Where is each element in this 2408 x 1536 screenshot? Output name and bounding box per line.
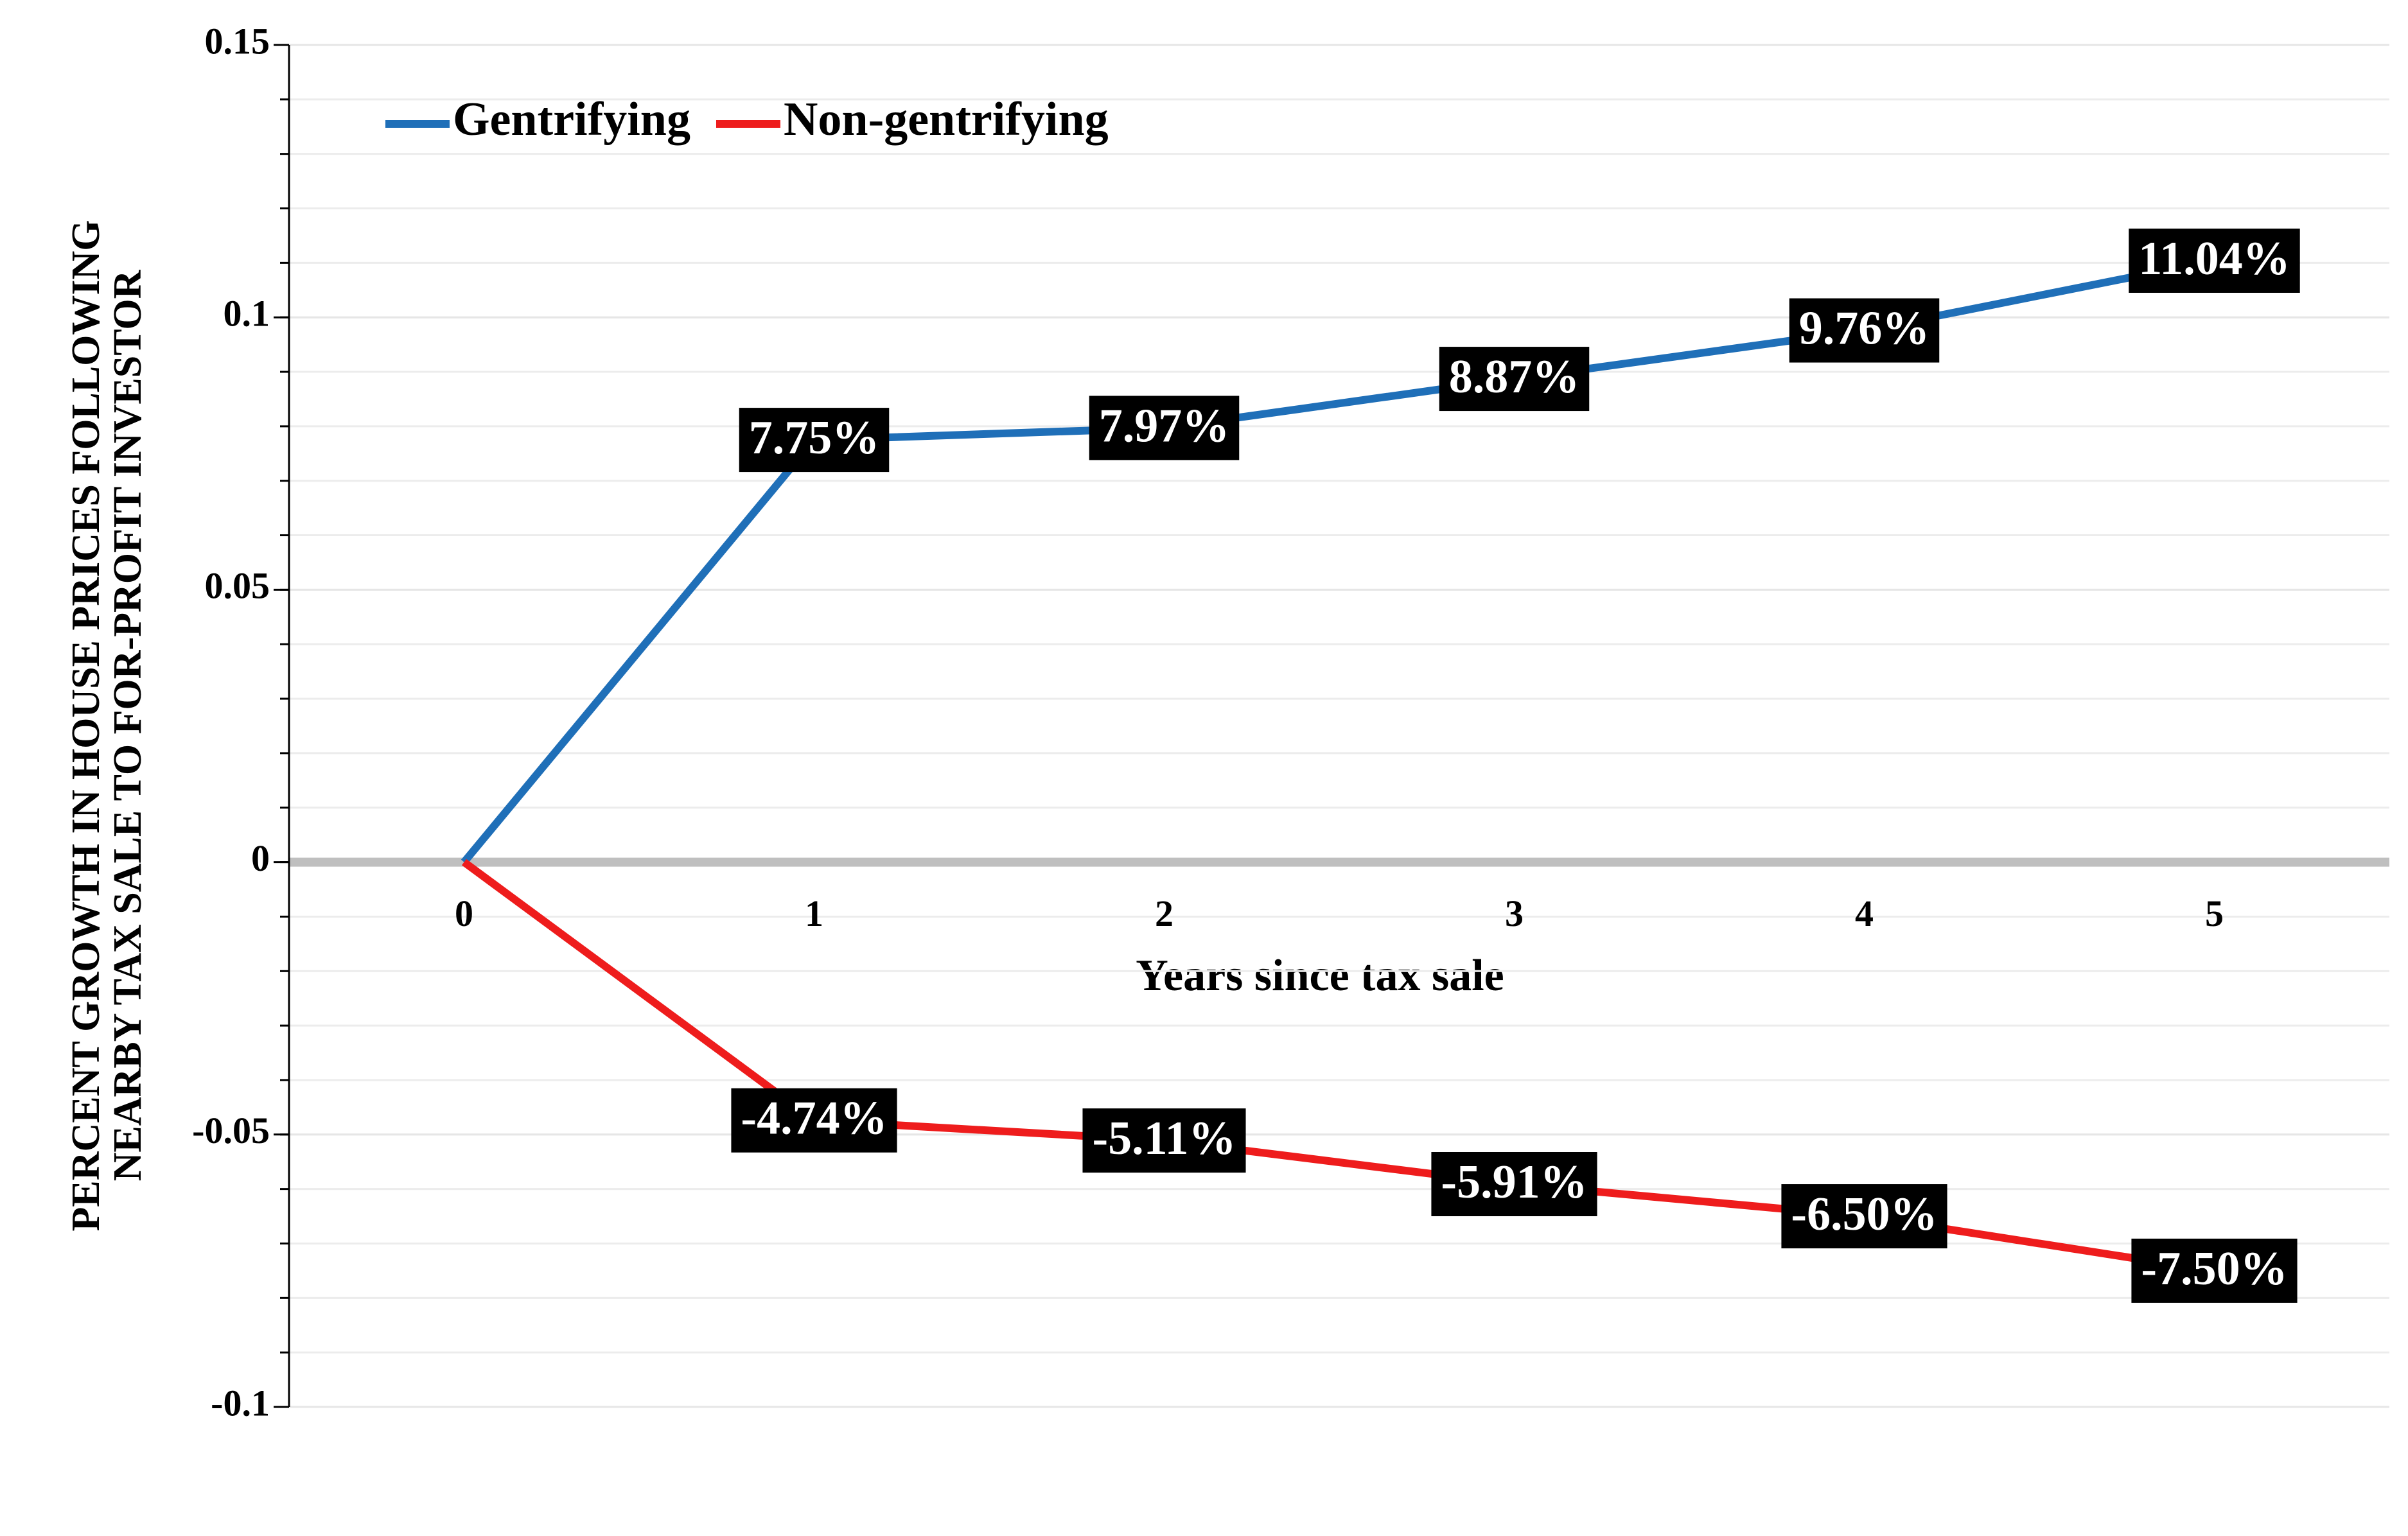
- data-label-box: [731, 1088, 897, 1153]
- x-tick-label: 2: [1155, 893, 1173, 934]
- y-tick-label: 0.1: [224, 293, 270, 335]
- data-label: 7.75%: [739, 408, 890, 473]
- x-tick-label: 4: [1855, 893, 1874, 934]
- y-axis-label: NEARBY TAX SALE TO FOR-PROFIT INVESTOR: [106, 269, 150, 1181]
- data-label: 7.97%: [1089, 396, 1240, 460]
- legend-label: Gentrifying: [453, 93, 690, 146]
- x-tick-label: 3: [1505, 893, 1524, 934]
- y-tick-label: 0.15: [205, 20, 270, 62]
- data-label-text: 11.04%: [2138, 232, 2290, 285]
- series-line: [461, 257, 2215, 865]
- x-tick-label: 5: [2205, 893, 2224, 934]
- y-tick-label: -0.05: [192, 1110, 270, 1151]
- data-label: -6.50%: [1781, 1184, 1947, 1249]
- y-tick-label: 0.05: [205, 565, 270, 607]
- data-label-text: -4.74%: [741, 1092, 887, 1145]
- y-axis-label: PERCENT GROWTH IN HOUSE PRICES FOLLOWING: [64, 220, 108, 1232]
- series-line: [461, 859, 2215, 1275]
- x-axis-label: Years since tax sale: [1136, 951, 1504, 1000]
- data-label-box: [1089, 396, 1240, 460]
- data-label: -5.91%: [1431, 1152, 1597, 1217]
- y-tick-label: 0: [251, 837, 270, 879]
- data-label-text: -5.91%: [1441, 1156, 1587, 1209]
- data-label-text: 9.76%: [1799, 302, 1930, 355]
- data-label-box: [1082, 1108, 1246, 1173]
- data-label-box: [2131, 1238, 2298, 1303]
- data-label-box: [2129, 228, 2300, 293]
- data-label: 11.04%: [2129, 228, 2300, 293]
- legend-label: Non-gentrifying: [784, 93, 1109, 146]
- data-label: 8.87%: [1439, 347, 1590, 412]
- x-tick-label: 1: [805, 893, 823, 934]
- data-label-text: 7.75%: [749, 412, 880, 464]
- data-label-box: [1789, 298, 1940, 363]
- data-label-box: [1439, 347, 1590, 412]
- data-label-box: [739, 408, 890, 473]
- x-tick-label: 0: [455, 893, 473, 934]
- data-label-text: -7.50%: [2141, 1243, 2287, 1295]
- data-label-text: -5.11%: [1092, 1112, 1236, 1165]
- data-label-box: [1781, 1184, 1947, 1249]
- data-label-text: 8.87%: [1449, 351, 1580, 403]
- data-label-text: 7.97%: [1099, 399, 1230, 452]
- data-label-box: [1431, 1152, 1597, 1217]
- data-label-text: -6.50%: [1791, 1188, 1937, 1241]
- y-tick-label: -0.1: [211, 1382, 270, 1424]
- data-label: 9.76%: [1789, 298, 1940, 363]
- data-label: -4.74%: [731, 1088, 897, 1153]
- grid: [280, 44, 2389, 1408]
- data-label: -7.50%: [2131, 1238, 2298, 1303]
- data-label: -5.11%: [1082, 1108, 1246, 1173]
